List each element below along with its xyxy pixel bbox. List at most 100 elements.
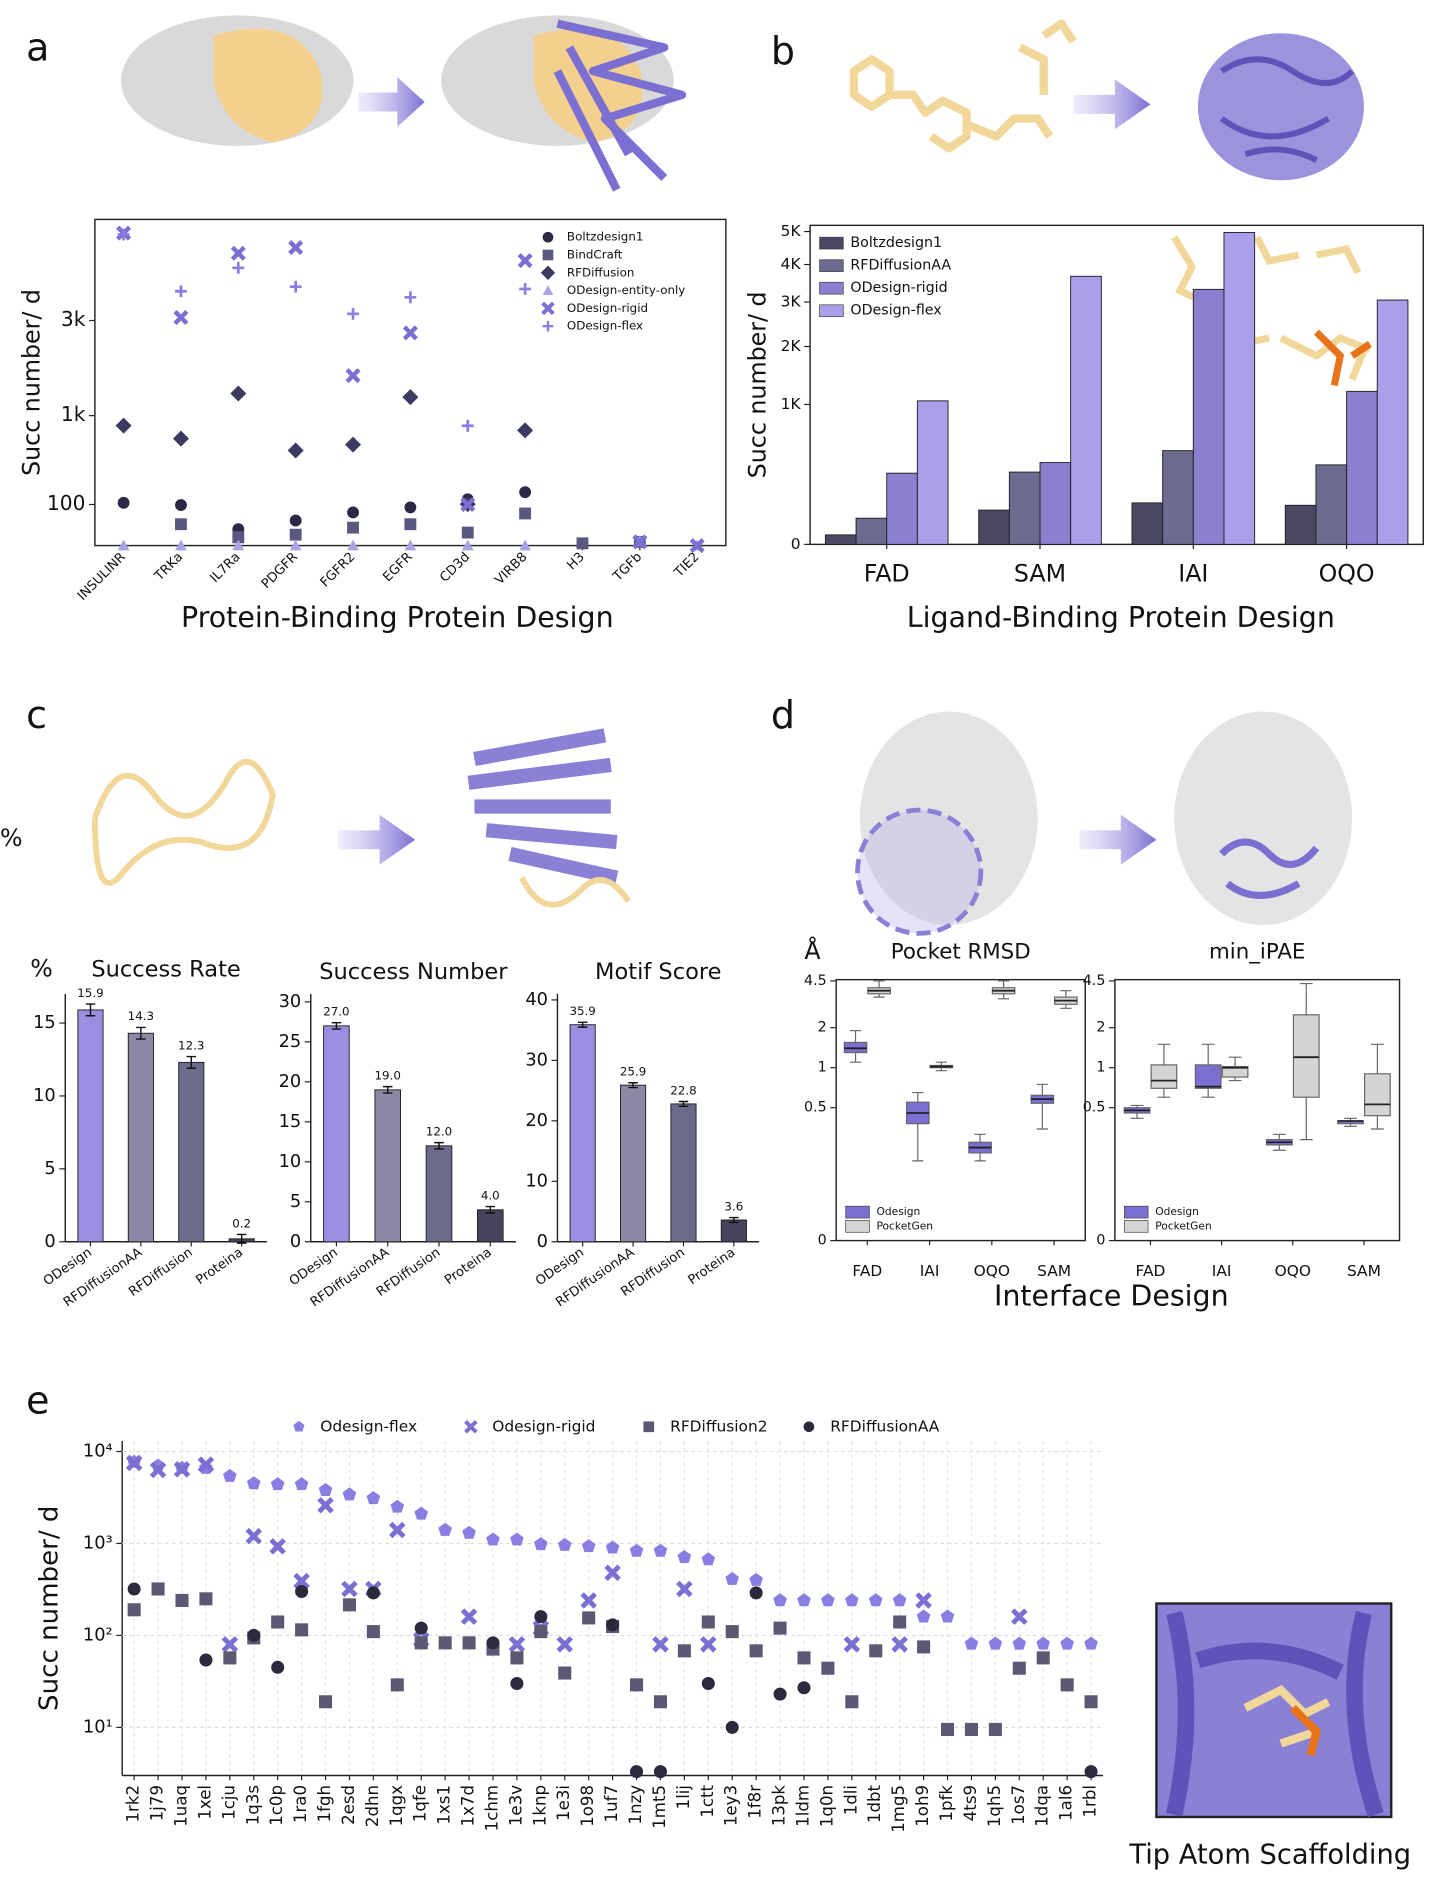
x-tick-label: 1lij <box>674 1785 693 1809</box>
point <box>510 1676 524 1691</box>
point <box>461 526 474 539</box>
point <box>701 1615 715 1629</box>
point <box>821 1593 835 1607</box>
x-tick-label: 1oh9 <box>913 1785 932 1827</box>
x-tick-label: 1pfk <box>937 1785 956 1822</box>
point <box>652 1636 669 1653</box>
point <box>519 283 532 295</box>
chart-title: Success Rate <box>91 957 240 983</box>
legend-label: RFDiffusion2 <box>670 1417 767 1435</box>
x-tick-label: TIE2 <box>671 550 702 581</box>
x-tick-label: 1x7d <box>459 1785 478 1826</box>
error-bar <box>331 1021 342 1030</box>
point <box>232 531 245 544</box>
point <box>294 1477 309 1491</box>
x-tick-label: FAD <box>852 1262 882 1280</box>
bar <box>670 1103 697 1243</box>
x-tick-label: 1ey3 <box>722 1785 741 1826</box>
point <box>629 1543 644 1557</box>
legend-marker <box>540 265 556 280</box>
point <box>461 419 474 432</box>
point <box>845 1695 859 1709</box>
point <box>1084 1636 1098 1650</box>
y-tick-label: 0 <box>791 535 801 553</box>
point <box>797 1681 811 1695</box>
legend-label: RFDiffusion <box>567 265 634 279</box>
scaffold-ribbon <box>1166 1610 1384 1818</box>
binder-ribbon <box>553 19 687 192</box>
legend-label: ODesign-flex <box>850 303 941 319</box>
box-whisker <box>1272 1133 1286 1151</box>
value-label: 27.0 <box>323 1004 349 1018</box>
chart-title: min_iPAE <box>1209 939 1305 964</box>
point <box>582 1611 596 1625</box>
point <box>438 1522 452 1536</box>
value-label: 4.0 <box>481 1188 500 1202</box>
point <box>701 1676 715 1691</box>
point <box>677 1644 691 1658</box>
point <box>843 1636 861 1653</box>
legend-marker <box>803 1421 815 1433</box>
x-tick-label: 1qh5 <box>985 1785 1004 1827</box>
point <box>689 538 705 554</box>
legend-label: ODesign-flex <box>567 319 643 333</box>
box <box>1150 1064 1178 1089</box>
point <box>868 1593 883 1607</box>
point <box>519 507 532 520</box>
point <box>347 307 359 320</box>
x-tick-label: 1uaq <box>171 1785 190 1827</box>
legend-label: RFDiffusionAA <box>830 1417 940 1435</box>
panel-caption: Tip Atom Scaffolding <box>1128 1840 1411 1871</box>
x-tick-label: 2dhn <box>363 1785 382 1827</box>
y-tick-label: 1k <box>61 402 86 426</box>
x-tick-label: 1ra0 <box>291 1785 310 1823</box>
legend-marker <box>643 1421 655 1433</box>
point <box>319 1695 333 1709</box>
point <box>172 430 189 447</box>
y-tick-label: 4.5 <box>804 973 827 989</box>
y-tick-label: 10⁴ <box>83 1440 113 1461</box>
point <box>517 253 533 269</box>
point <box>557 1537 572 1551</box>
x-tick-label: SAM <box>1014 560 1066 588</box>
point <box>653 1695 667 1709</box>
point <box>581 1539 596 1553</box>
bar <box>374 1089 402 1243</box>
bar <box>178 1061 205 1243</box>
legend-label: Odesign <box>876 1205 920 1218</box>
point <box>347 506 359 519</box>
point <box>125 1454 143 1472</box>
y-tick-label: 25 <box>279 1031 302 1052</box>
point <box>175 518 187 531</box>
point <box>845 1593 859 1607</box>
point <box>232 261 245 274</box>
point <box>1060 1678 1074 1692</box>
y-tick-label: 0 <box>537 1231 548 1252</box>
annotation: % <box>0 824 23 852</box>
point <box>288 240 304 256</box>
y-tick-label: 10² <box>83 1624 113 1645</box>
bar <box>1376 299 1409 545</box>
x-tick-label: CD3d <box>437 550 473 586</box>
x-tick-label: 1chm <box>482 1785 501 1831</box>
legend-marker <box>542 231 554 243</box>
error-bar <box>485 1205 496 1214</box>
box-whisker <box>1344 1117 1357 1127</box>
panel-label: e <box>26 1379 49 1423</box>
error-bar <box>678 1100 689 1108</box>
point <box>245 1527 263 1545</box>
box-whisker <box>998 980 1010 1000</box>
y-tick-label: 0.5 <box>1083 1100 1106 1116</box>
box-whisker <box>1130 1104 1144 1119</box>
point <box>988 1722 1002 1736</box>
y-tick-label: 10 <box>525 1170 548 1191</box>
point <box>534 1625 548 1639</box>
point <box>223 1468 237 1482</box>
bar <box>1223 231 1256 545</box>
point <box>510 1651 524 1665</box>
point <box>345 436 362 453</box>
x-tick-label: Proteina <box>442 1245 495 1288</box>
x-tick-label: 1f8r <box>746 1785 765 1819</box>
x-tick-label: 1nzy <box>626 1785 645 1825</box>
point <box>197 1456 215 1473</box>
